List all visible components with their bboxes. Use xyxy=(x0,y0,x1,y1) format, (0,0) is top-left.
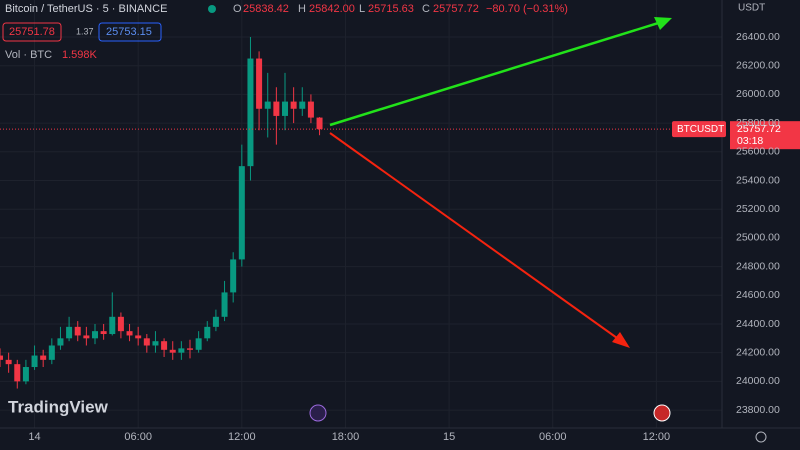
candle-body xyxy=(273,101,280,116)
y-tick-label: 24400.00 xyxy=(736,318,780,330)
legend: Bitcoin / TetherUS · 5 · BINANCE O 25838… xyxy=(2,3,568,61)
vol-label: Vol · BTC xyxy=(5,49,52,61)
candle-body xyxy=(126,331,133,336)
candle-body xyxy=(74,326,81,336)
candle-body xyxy=(31,355,38,368)
down-arrow-head xyxy=(612,332,630,348)
settings-icon[interactable] xyxy=(755,431,767,443)
y-tick-label: 25400.00 xyxy=(736,174,780,186)
l-value: 25715.63 xyxy=(368,3,414,15)
candle-body xyxy=(169,349,176,353)
price-box xyxy=(730,121,800,150)
currency[interactable]: USDT xyxy=(738,3,765,14)
y-tick-label: 26000.00 xyxy=(736,88,780,100)
event-icon[interactable] xyxy=(309,404,327,422)
candle-body xyxy=(100,331,107,335)
h-label: H xyxy=(298,3,306,15)
candle-body xyxy=(316,117,323,130)
c-value: 25757.72 xyxy=(433,3,479,15)
candle-body xyxy=(178,348,185,353)
last-price: 25757.72 xyxy=(737,123,781,135)
c-label: C xyxy=(422,3,430,15)
candle-body xyxy=(282,101,288,116)
candle-body xyxy=(143,338,150,346)
flag-icon[interactable] xyxy=(653,404,671,422)
candle-body xyxy=(57,338,64,346)
candle-body xyxy=(83,335,90,339)
candle-body xyxy=(48,345,55,360)
candle-body xyxy=(135,335,142,339)
candle-body xyxy=(290,101,297,109)
x-tick-label: 18:00 xyxy=(332,431,360,443)
candles xyxy=(0,37,323,389)
candle-body xyxy=(307,101,314,118)
y-tick-label: 25800.00 xyxy=(736,117,780,129)
x-tick-label: 15 xyxy=(443,431,455,443)
x-tick-label: 14 xyxy=(28,431,40,443)
candle-body xyxy=(299,101,306,109)
market-status xyxy=(208,5,216,13)
y-tick-label: 23800.00 xyxy=(736,404,780,416)
y-tick-label: 26200.00 xyxy=(736,59,780,71)
symbol: Bitcoin / TetherUS · 5 · BINANCE xyxy=(5,3,167,15)
ask-box[interactable] xyxy=(98,22,162,42)
candle-body xyxy=(264,101,271,109)
y-tick-label: 25600.00 xyxy=(736,146,780,158)
candle-body xyxy=(212,316,219,327)
candle-body xyxy=(230,259,237,293)
y-tick-label: 24800.00 xyxy=(736,260,780,272)
candle-body xyxy=(92,331,98,339)
vol-value: 1.598K xyxy=(62,49,98,61)
o-value: 25838.42 xyxy=(243,3,289,15)
candle-body xyxy=(161,341,168,350)
ticker: BTCUSDT xyxy=(677,124,724,135)
ask[interactable]: 25753.15 xyxy=(106,26,152,38)
down-arrow xyxy=(329,132,625,344)
up-arrow xyxy=(329,18,669,127)
brand: TradingView xyxy=(8,397,109,416)
x-tick-label: 06:00 xyxy=(124,431,152,443)
candle-body xyxy=(187,348,193,350)
h-value: 25842.00 xyxy=(309,3,355,15)
x-tick-label: 12:00 xyxy=(643,431,671,443)
up-arrow-head xyxy=(654,17,672,30)
candle-body xyxy=(22,367,29,382)
candle-body xyxy=(195,338,202,350)
y-tick-label: 24000.00 xyxy=(736,375,780,387)
x-tick-label: 12:00 xyxy=(228,431,256,443)
ticker-box xyxy=(672,121,726,138)
grid xyxy=(0,0,722,428)
change: −80.70 (−0.31%) xyxy=(486,3,568,15)
candle-body xyxy=(238,166,245,260)
y-tick-label: 25200.00 xyxy=(736,203,780,215)
candle-body xyxy=(204,326,211,339)
y-tick-label: 24600.00 xyxy=(736,289,780,301)
bid[interactable]: 25751.78 xyxy=(9,26,55,38)
candle-body xyxy=(0,355,3,360)
y-tick-label: 26400.00 xyxy=(736,31,780,43)
spread: 1.37 xyxy=(76,26,94,36)
candle-body xyxy=(247,58,254,167)
bid-box[interactable] xyxy=(2,22,62,42)
countdown: 03:18 xyxy=(737,135,763,147)
candle-body xyxy=(117,316,124,332)
candle-body xyxy=(66,326,73,339)
candle-body xyxy=(109,316,116,335)
candle-body xyxy=(221,292,228,317)
y-tick-label: 25000.00 xyxy=(736,232,780,244)
x-tick-label: 06:00 xyxy=(539,431,567,443)
candle-body xyxy=(5,359,12,365)
candle-body xyxy=(152,341,159,346)
o-label: O xyxy=(233,3,242,15)
candle-body xyxy=(14,364,21,382)
candle-body xyxy=(256,58,263,109)
l-label: L xyxy=(359,3,365,15)
y-tick-label: 24200.00 xyxy=(736,346,780,358)
candle-body xyxy=(40,355,47,360)
